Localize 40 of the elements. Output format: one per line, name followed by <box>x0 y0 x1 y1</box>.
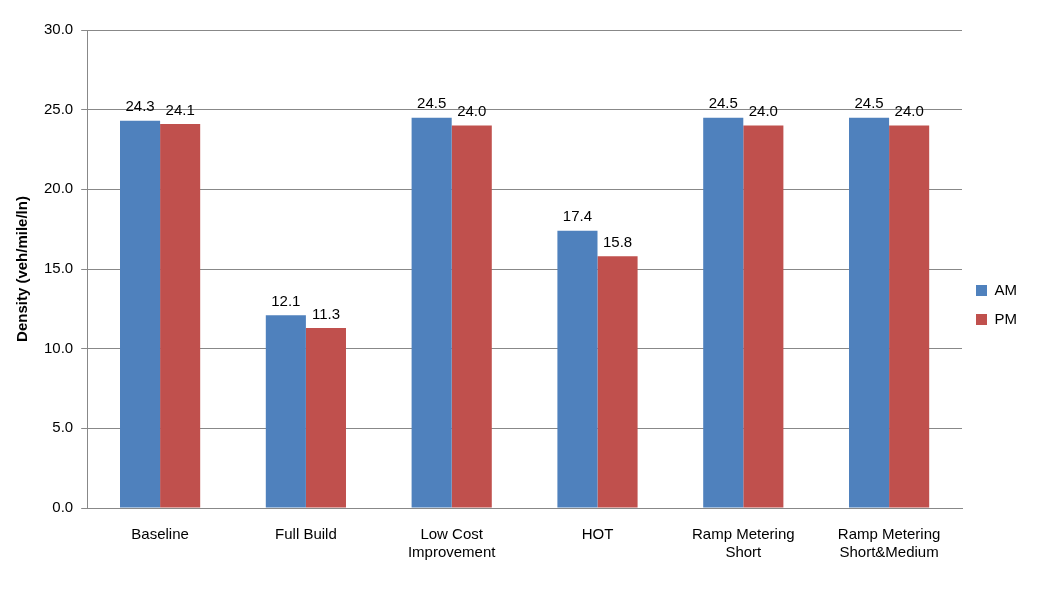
x-tick-label: Baseline <box>131 525 189 543</box>
y-axis-title: Density (veh/mile/ln) <box>13 196 31 342</box>
x-tick-label: Ramp Metering Short&Medium <box>837 525 941 561</box>
bar <box>265 315 306 508</box>
data-label: 24.1 <box>165 100 195 118</box>
data-label: 11.3 <box>311 304 340 322</box>
y-tick-label: 5.0 <box>52 418 74 436</box>
bar <box>743 125 784 508</box>
bar <box>889 125 930 508</box>
data-label: 17.4 <box>562 207 593 225</box>
y-tick-label: 20.0 <box>43 179 74 197</box>
data-label: 12.1 <box>271 291 301 309</box>
bar <box>849 117 890 508</box>
data-label: 24.0 <box>748 102 778 120</box>
x-tick-label: Ramp Metering Short <box>692 525 795 561</box>
x-tick-label: HOT <box>581 525 614 543</box>
data-label: 24.3 <box>125 97 155 115</box>
bar <box>120 120 161 508</box>
bar <box>451 125 492 508</box>
y-tick-label: 30.0 <box>43 20 74 38</box>
legend-label: PM <box>994 309 1017 327</box>
y-tick-label: 10.0 <box>43 338 74 356</box>
bar <box>411 117 452 508</box>
bar <box>160 124 201 508</box>
legend-label: AM <box>994 280 1017 298</box>
data-label: 24.5 <box>417 94 447 112</box>
bar <box>557 230 598 508</box>
data-label: 15.8 <box>602 232 633 250</box>
x-tick-label: Low Cost Improvement <box>407 525 497 561</box>
bar <box>703 117 744 508</box>
data-label: 24.5 <box>708 94 738 112</box>
y-tick-label: 15.0 <box>43 259 74 277</box>
bar <box>597 256 638 508</box>
data-label: 24.0 <box>894 102 924 120</box>
data-label: 24.5 <box>854 94 884 112</box>
y-tick-label: 0.0 <box>52 498 74 516</box>
data-label: 24.0 <box>457 102 487 120</box>
bar <box>305 327 346 508</box>
y-tick-label: 25.0 <box>43 99 74 117</box>
x-tick-label: Full Build <box>275 525 337 543</box>
